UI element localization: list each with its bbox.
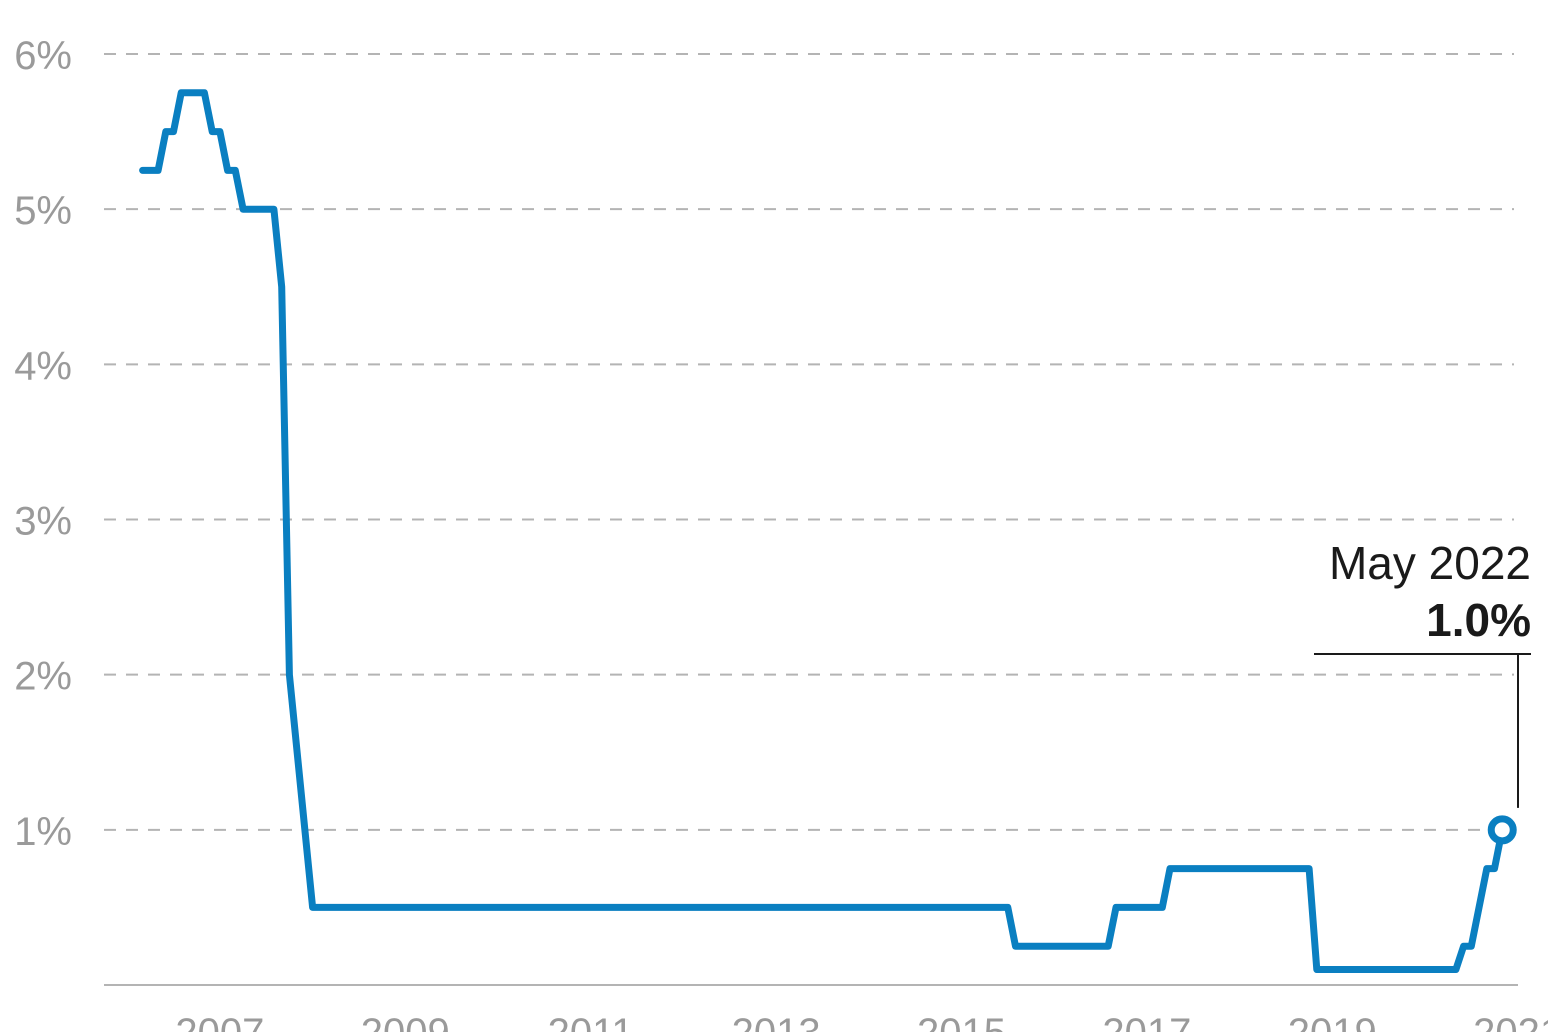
latest-point-marker [1487,815,1517,845]
gridlines [104,53,1514,831]
x-tick-label: 2009 [361,1011,450,1032]
y-tick-label: 3% [14,500,72,544]
y-tick-label: 1% [14,810,72,854]
y-axis-ticks: 1% 2% 3% 4% 5% 6% [14,34,72,854]
y-tick-label: 6% [14,34,72,78]
annotation-leader-line [1314,653,1531,808]
annotation-date-label: May 2022 [1329,537,1531,589]
x-tick-label: 2015 [917,1011,1006,1032]
x-tick-label: 2011 [548,1011,634,1032]
annotation-value-label: 1.0% [1426,594,1531,646]
rate-series-line [139,89,1506,973]
latest-value-annotation: May 2022 1.0% [1314,537,1531,845]
y-tick-label: 2% [14,655,72,699]
x-tick-label: 2021 [1473,1011,1548,1032]
y-tick-label: 4% [14,344,72,388]
x-tick-label: 2007 [175,1011,264,1032]
x-tick-label: 2013 [732,1011,821,1032]
x-axis-ticks: 2007 2009 2011 2013 2015 2017 2019 2021 [175,1011,1548,1032]
y-tick-label: 5% [14,189,72,233]
x-tick-label: 2017 [1102,1011,1191,1032]
x-tick-label: 2019 [1288,1011,1377,1032]
